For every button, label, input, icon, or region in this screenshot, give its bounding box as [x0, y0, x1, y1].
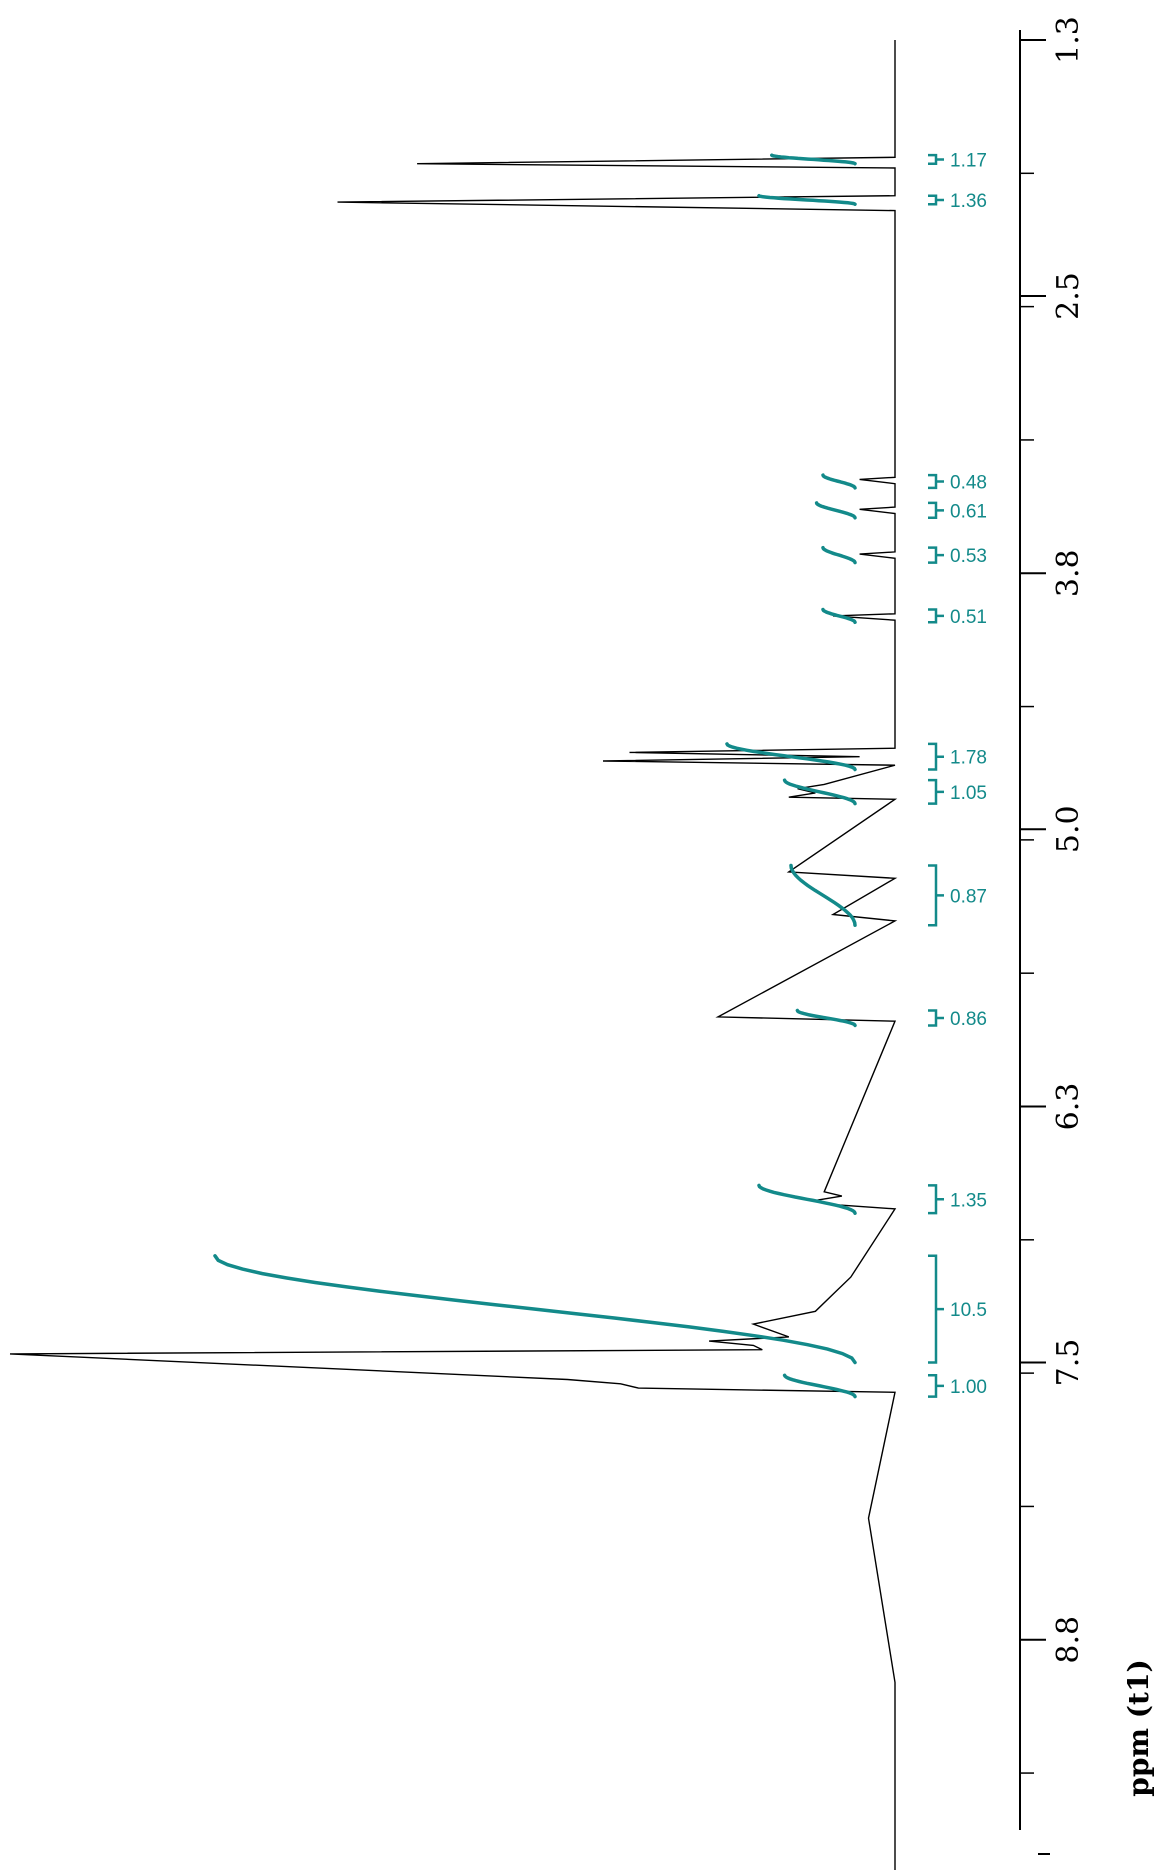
integral-value-label: 0.87: [950, 886, 987, 907]
x-tick-label: 2.5: [1051, 272, 1086, 320]
integral-value-label: 0.61: [950, 501, 987, 522]
integral-bracket: [928, 153, 944, 165]
x-axis-ticks: 1.3 2.5 3.8 5.0 6.3 7.5 8.8: [1020, 16, 1086, 1774]
integral-bracket: [928, 1254, 944, 1364]
integral-value-label: 0.51: [950, 607, 987, 628]
integral-value-label: 1.36: [950, 191, 987, 212]
integral-value-label: 0.86: [950, 1009, 987, 1030]
integral-bracket: [928, 778, 944, 805]
integral-value-label: 0.48: [950, 473, 987, 494]
integral-value-label: 10.5: [950, 1300, 987, 1321]
x-axis-title: ppm (t1): [1122, 1659, 1155, 1796]
integral-curve: [782, 1373, 857, 1399]
integral-bracket: [928, 1374, 944, 1398]
integral-value-label: 1.78: [950, 748, 987, 769]
integral-curve: [821, 545, 857, 565]
integral-bracket: [928, 473, 944, 490]
spectrum-series: [9, 40, 898, 1870]
integral-value-label: 1.17: [950, 150, 987, 171]
x-tick-label: 3.8: [1051, 549, 1086, 597]
integral-value-label: 1.05: [950, 783, 987, 804]
integral-bracket: [928, 864, 944, 927]
integral-curve: [213, 1254, 857, 1365]
spectrum-trace: [9, 40, 898, 1870]
x-tick-label: 8.8: [1051, 1616, 1086, 1664]
x-tick-label: 1.3: [1051, 16, 1086, 64]
integral-value-label: 1.35: [950, 1190, 987, 1211]
integral-bracket: [928, 501, 944, 520]
integral-curve: [821, 473, 857, 490]
x-tick-label: 5.0: [1051, 805, 1086, 853]
integral-bracket: [928, 1009, 944, 1027]
integral-curve: [795, 1008, 857, 1028]
integral-value-label: 0.53: [950, 546, 987, 567]
integral-curves: [213, 153, 857, 1399]
integral-curve: [770, 153, 857, 166]
integral-curve: [814, 501, 857, 520]
integral-brackets: 1.17 1.36 0.48 0.61 0.53 0.51 1.78 1.05 0.87 0.86…: [928, 150, 987, 1398]
integral-bracket: [928, 742, 944, 771]
integral-curve: [782, 778, 857, 806]
integral-curve: [821, 607, 857, 625]
integral-bracket: [928, 1184, 944, 1215]
integral-curve: [757, 193, 857, 206]
integral-bracket: [928, 608, 944, 624]
x-tick-label: 7.5: [1051, 1339, 1086, 1387]
integral-bracket: [928, 194, 944, 206]
x-tick-label: 6.3: [1051, 1083, 1086, 1131]
integral-curve: [789, 863, 857, 927]
integral-curve: [757, 1183, 857, 1215]
integral-bracket: [928, 546, 944, 564]
integral-curve: [725, 742, 857, 772]
integral-value-label: 1.00: [950, 1377, 987, 1398]
